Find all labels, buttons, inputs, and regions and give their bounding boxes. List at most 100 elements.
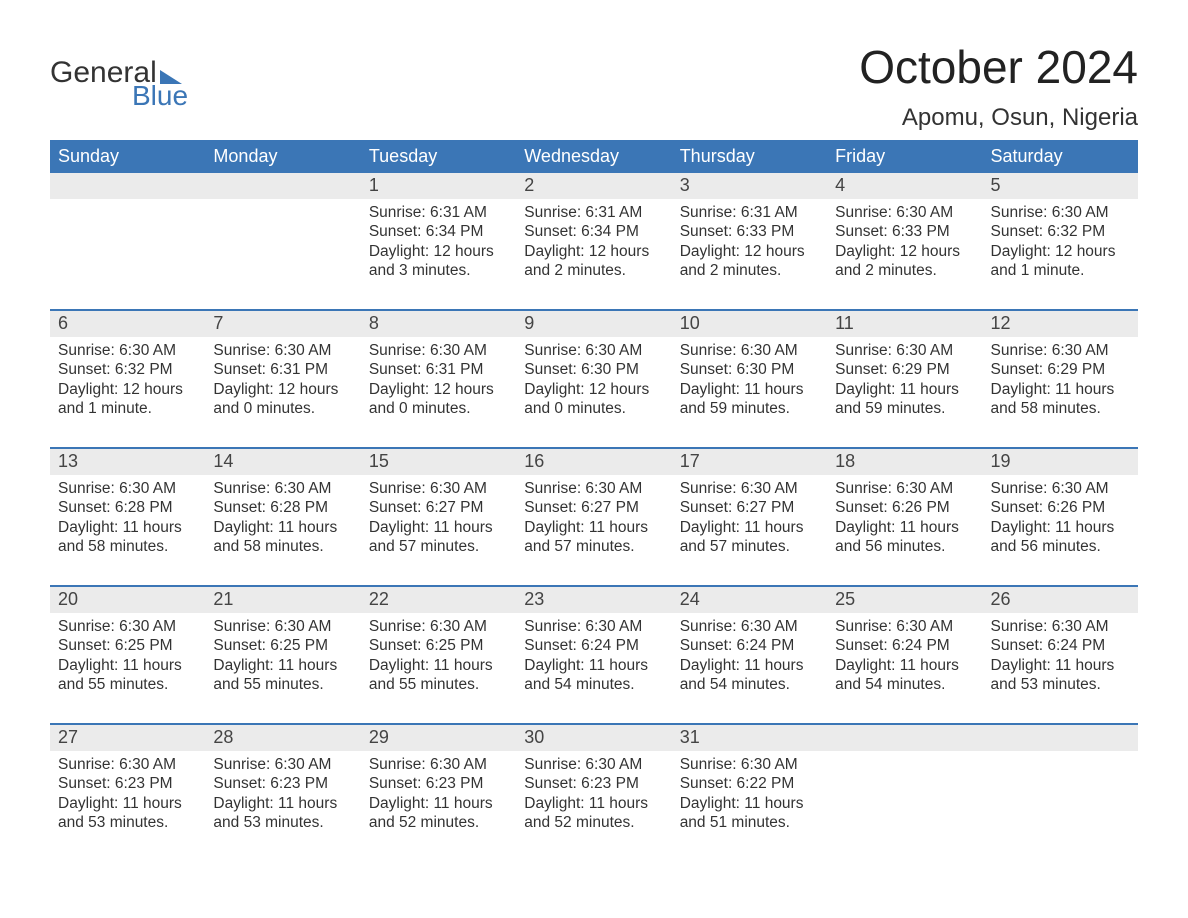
day-detail: Sunrise: 6:30 AMSunset: 6:33 PMDaylight:… <box>827 199 982 281</box>
daylight-line: Daylight: 11 hours and 55 minutes. <box>58 656 197 695</box>
sunrise-line: Sunrise: 6:30 AM <box>991 341 1130 360</box>
day-number: 29 <box>361 725 516 751</box>
calendar-day-cell <box>50 173 205 310</box>
sunrise-line: Sunrise: 6:30 AM <box>835 617 974 636</box>
sunset-line: Sunset: 6:30 PM <box>524 360 663 379</box>
title-block: October 2024 Apomu, Osun, Nigeria <box>859 40 1138 132</box>
day-detail: Sunrise: 6:30 AMSunset: 6:24 PMDaylight:… <box>516 613 671 695</box>
day-number: 7 <box>205 311 360 337</box>
daylight-line: Daylight: 11 hours and 53 minutes. <box>58 794 197 833</box>
daylight-line: Daylight: 11 hours and 53 minutes. <box>213 794 352 833</box>
day-detail: Sunrise: 6:30 AMSunset: 6:30 PMDaylight:… <box>672 337 827 419</box>
sunset-line: Sunset: 6:26 PM <box>835 498 974 517</box>
day-number: 11 <box>827 311 982 337</box>
sunset-line: Sunset: 6:33 PM <box>680 222 819 241</box>
daylight-line: Daylight: 11 hours and 58 minutes. <box>58 518 197 557</box>
sunset-line: Sunset: 6:22 PM <box>680 774 819 793</box>
sunset-line: Sunset: 6:23 PM <box>213 774 352 793</box>
calendar-day-cell: 17Sunrise: 6:30 AMSunset: 6:27 PMDayligh… <box>672 448 827 586</box>
day-number: 2 <box>516 173 671 199</box>
sunrise-line: Sunrise: 6:30 AM <box>213 341 352 360</box>
sunrise-line: Sunrise: 6:30 AM <box>58 617 197 636</box>
sunrise-line: Sunrise: 6:30 AM <box>524 617 663 636</box>
day-number: 15 <box>361 449 516 475</box>
day-detail: Sunrise: 6:30 AMSunset: 6:23 PMDaylight:… <box>205 751 360 833</box>
sunset-line: Sunset: 6:23 PM <box>524 774 663 793</box>
brand-logo: General Blue <box>50 40 188 110</box>
calendar-day-cell: 19Sunrise: 6:30 AMSunset: 6:26 PMDayligh… <box>983 448 1138 586</box>
day-number: 14 <box>205 449 360 475</box>
sunrise-line: Sunrise: 6:30 AM <box>524 479 663 498</box>
sunset-line: Sunset: 6:27 PM <box>680 498 819 517</box>
day-detail: Sunrise: 6:30 AMSunset: 6:27 PMDaylight:… <box>672 475 827 557</box>
day-detail: Sunrise: 6:30 AMSunset: 6:27 PMDaylight:… <box>361 475 516 557</box>
day-detail: Sunrise: 6:31 AMSunset: 6:33 PMDaylight:… <box>672 199 827 281</box>
daylight-line: Daylight: 11 hours and 57 minutes. <box>369 518 508 557</box>
daylight-line: Daylight: 11 hours and 58 minutes. <box>991 380 1130 419</box>
day-number: 26 <box>983 587 1138 613</box>
sunrise-line: Sunrise: 6:30 AM <box>58 341 197 360</box>
weekday-header: Monday <box>205 140 360 173</box>
calendar-day-cell: 2Sunrise: 6:31 AMSunset: 6:34 PMDaylight… <box>516 173 671 310</box>
sunrise-line: Sunrise: 6:30 AM <box>991 617 1130 636</box>
day-detail: Sunrise: 6:30 AMSunset: 6:29 PMDaylight:… <box>827 337 982 419</box>
day-detail: Sunrise: 6:30 AMSunset: 6:23 PMDaylight:… <box>361 751 516 833</box>
calendar-week-row: 13Sunrise: 6:30 AMSunset: 6:28 PMDayligh… <box>50 448 1138 586</box>
calendar-day-cell: 12Sunrise: 6:30 AMSunset: 6:29 PMDayligh… <box>983 310 1138 448</box>
sunset-line: Sunset: 6:24 PM <box>524 636 663 655</box>
calendar-day-cell: 5Sunrise: 6:30 AMSunset: 6:32 PMDaylight… <box>983 173 1138 310</box>
sunset-line: Sunset: 6:23 PM <box>58 774 197 793</box>
weekday-header: Thursday <box>672 140 827 173</box>
calendar-day-cell: 1Sunrise: 6:31 AMSunset: 6:34 PMDaylight… <box>361 173 516 310</box>
sunset-line: Sunset: 6:33 PM <box>835 222 974 241</box>
day-number: 4 <box>827 173 982 199</box>
day-number: 5 <box>983 173 1138 199</box>
day-detail: Sunrise: 6:30 AMSunset: 6:25 PMDaylight:… <box>205 613 360 695</box>
sunrise-line: Sunrise: 6:30 AM <box>680 617 819 636</box>
sunset-line: Sunset: 6:25 PM <box>213 636 352 655</box>
sunset-line: Sunset: 6:28 PM <box>213 498 352 517</box>
day-number: 16 <box>516 449 671 475</box>
day-detail: Sunrise: 6:30 AMSunset: 6:22 PMDaylight:… <box>672 751 827 833</box>
calendar-day-cell: 29Sunrise: 6:30 AMSunset: 6:23 PMDayligh… <box>361 724 516 861</box>
day-number: 19 <box>983 449 1138 475</box>
sunrise-line: Sunrise: 6:31 AM <box>524 203 663 222</box>
weekday-header-row: Sunday Monday Tuesday Wednesday Thursday… <box>50 140 1138 173</box>
sunset-line: Sunset: 6:27 PM <box>369 498 508 517</box>
daylight-line: Daylight: 11 hours and 54 minutes. <box>835 656 974 695</box>
weekday-header: Saturday <box>983 140 1138 173</box>
day-number <box>827 725 982 751</box>
sunset-line: Sunset: 6:29 PM <box>835 360 974 379</box>
sunset-line: Sunset: 6:32 PM <box>58 360 197 379</box>
sunset-line: Sunset: 6:31 PM <box>369 360 508 379</box>
sunset-line: Sunset: 6:25 PM <box>369 636 508 655</box>
calendar-day-cell: 16Sunrise: 6:30 AMSunset: 6:27 PMDayligh… <box>516 448 671 586</box>
calendar-day-cell: 8Sunrise: 6:30 AMSunset: 6:31 PMDaylight… <box>361 310 516 448</box>
daylight-line: Daylight: 11 hours and 57 minutes. <box>524 518 663 557</box>
sunset-line: Sunset: 6:26 PM <box>991 498 1130 517</box>
day-number: 22 <box>361 587 516 613</box>
calendar-day-cell: 3Sunrise: 6:31 AMSunset: 6:33 PMDaylight… <box>672 173 827 310</box>
day-number <box>983 725 1138 751</box>
day-number: 1 <box>361 173 516 199</box>
calendar-day-cell: 7Sunrise: 6:30 AMSunset: 6:31 PMDaylight… <box>205 310 360 448</box>
sunrise-line: Sunrise: 6:30 AM <box>369 617 508 636</box>
sunrise-line: Sunrise: 6:30 AM <box>369 479 508 498</box>
day-number <box>50 173 205 199</box>
day-detail: Sunrise: 6:30 AMSunset: 6:25 PMDaylight:… <box>50 613 205 695</box>
sunset-line: Sunset: 6:27 PM <box>524 498 663 517</box>
day-number: 30 <box>516 725 671 751</box>
day-detail: Sunrise: 6:30 AMSunset: 6:26 PMDaylight:… <box>983 475 1138 557</box>
calendar-day-cell: 11Sunrise: 6:30 AMSunset: 6:29 PMDayligh… <box>827 310 982 448</box>
day-detail: Sunrise: 6:30 AMSunset: 6:23 PMDaylight:… <box>50 751 205 833</box>
day-number: 12 <box>983 311 1138 337</box>
day-detail: Sunrise: 6:30 AMSunset: 6:27 PMDaylight:… <box>516 475 671 557</box>
day-detail: Sunrise: 6:30 AMSunset: 6:25 PMDaylight:… <box>361 613 516 695</box>
day-number <box>205 173 360 199</box>
day-detail: Sunrise: 6:30 AMSunset: 6:32 PMDaylight:… <box>50 337 205 419</box>
calendar-day-cell: 27Sunrise: 6:30 AMSunset: 6:23 PMDayligh… <box>50 724 205 861</box>
calendar-body: 1Sunrise: 6:31 AMSunset: 6:34 PMDaylight… <box>50 173 1138 861</box>
day-number: 27 <box>50 725 205 751</box>
day-detail: Sunrise: 6:30 AMSunset: 6:24 PMDaylight:… <box>827 613 982 695</box>
day-detail: Sunrise: 6:30 AMSunset: 6:26 PMDaylight:… <box>827 475 982 557</box>
